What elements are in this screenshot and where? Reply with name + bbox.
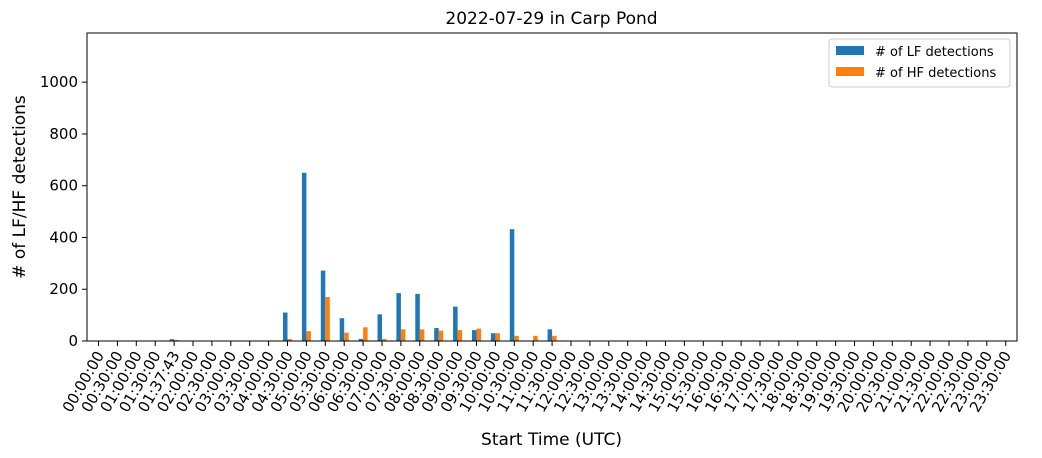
y-axis-label: # of LF/HF detections [10,95,30,279]
legend-label: # of HF detections [875,66,996,81]
bar-hf-17 [419,329,425,341]
bar-lf-16 [396,293,401,341]
bar-hf-19 [457,330,463,341]
bar-hf-16 [400,329,406,341]
bar-hf-14 [363,327,368,341]
legend: # of LF detections # of HF detections [828,38,1011,88]
legend-box [828,38,1011,88]
bar-hf-24 [552,335,557,341]
bar-hf-4 [174,339,179,341]
bar-lf-18 [434,328,439,341]
legend-swatch [836,46,864,55]
bar-hf-20 [476,328,481,341]
bar-hf-15 [382,338,387,341]
bars-layer [169,172,557,341]
bar-lf-17 [415,293,420,341]
bar-lf-22 [509,229,515,341]
legend-label: # of LF detections [875,45,994,60]
bar-lf-12 [320,270,326,341]
bar-lf-21 [490,333,496,341]
y-tick-label: 200 [49,280,78,298]
y-tick-label: 600 [49,177,78,195]
bar-lf-24 [547,329,553,341]
bar-hf-18 [438,330,444,341]
bar-lf-11 [301,172,307,341]
bar-hf-12 [325,297,330,341]
y-tick-label: 1000 [40,73,78,91]
bar-lf-4 [169,339,175,341]
legend-swatch [836,67,864,76]
bar-hf-23 [533,335,538,341]
y-tick-label: 400 [49,228,78,246]
bar-hf-10 [287,338,292,341]
bar-lf-20 [472,330,477,341]
bar-hf-11 [306,331,311,341]
bar-hf-22 [514,335,519,341]
bar-lf-13 [339,318,345,341]
chart-title: 2022-07-29 in Carp Pond [445,9,657,29]
bar-lf-10 [283,312,288,341]
bar-lf-14 [358,338,364,341]
y-axis: 0 200 400 600 800 1000 [40,73,87,350]
bar-lf-19 [453,306,458,341]
y-tick-label: 0 [68,332,78,350]
x-axis-label: Start Time (UTC) [481,430,622,450]
bar-hf-13 [344,332,349,341]
bar-lf-15 [377,314,382,341]
bar-hf-21 [495,333,500,341]
x-axis: 00:00:0000:30:0001:00:0001:30:0001:37:43… [59,341,1015,415]
y-tick-label: 800 [49,125,78,143]
